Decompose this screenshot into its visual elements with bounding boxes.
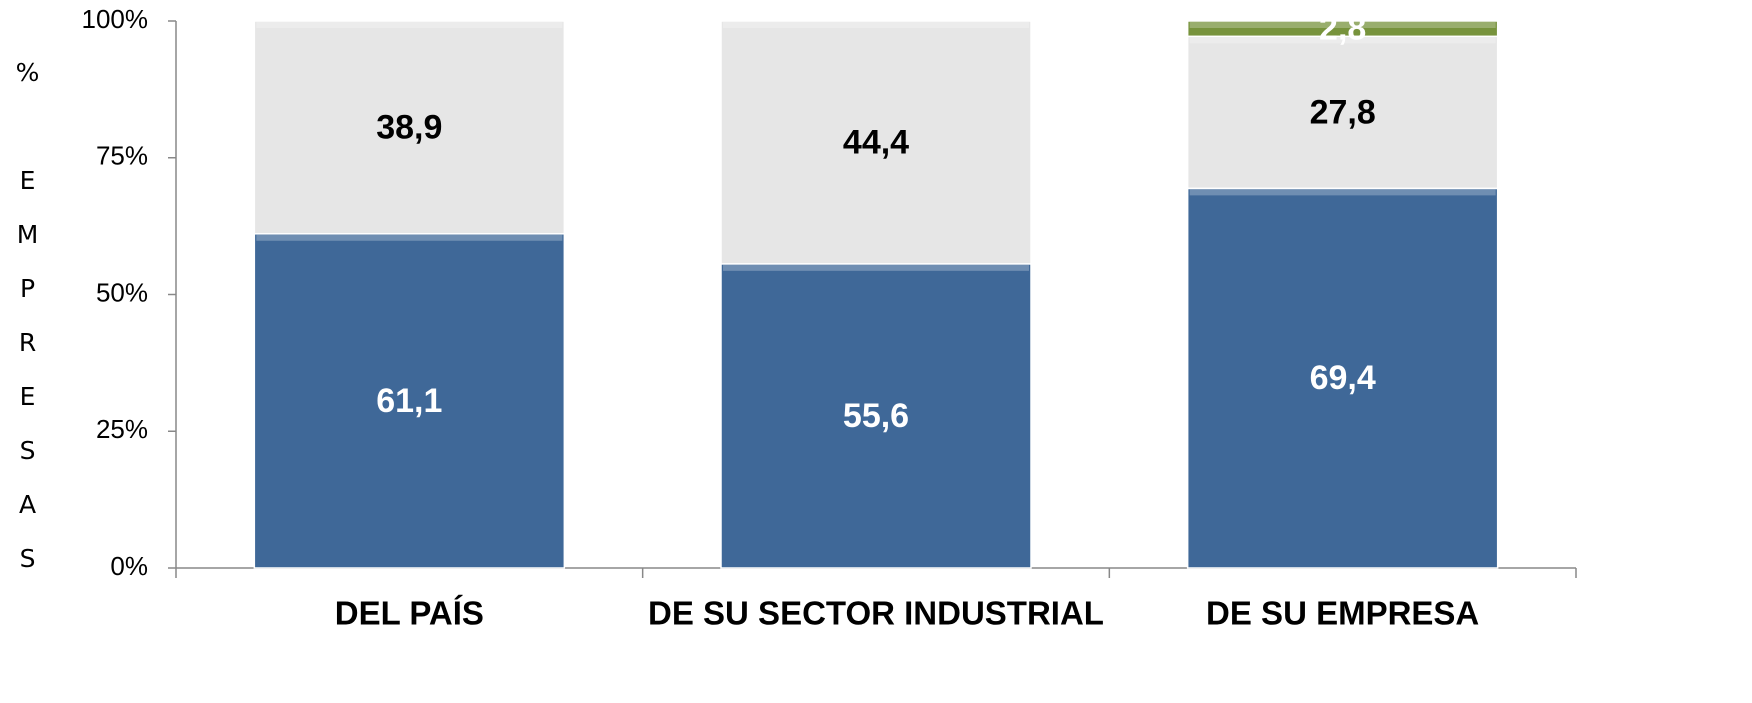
data-label: 2,8 bbox=[1319, 10, 1366, 48]
bar-segment bbox=[253, 233, 566, 569]
data-label: 38,9 bbox=[376, 108, 442, 146]
y-tick-label: 75% bbox=[96, 141, 148, 171]
data-label: 27,8 bbox=[1310, 93, 1376, 131]
x-tick-label: DE SU EMPRESA bbox=[1206, 595, 1479, 632]
bar-highlight bbox=[723, 22, 1029, 28]
bar-highlight bbox=[256, 22, 563, 28]
data-label: 69,4 bbox=[1310, 359, 1376, 397]
data-label: 61,1 bbox=[376, 382, 442, 420]
bar-segment bbox=[1186, 187, 1499, 569]
bar-highlight bbox=[1189, 37, 1496, 44]
y-tick-label: 25% bbox=[96, 414, 148, 444]
bar-segment bbox=[720, 263, 1032, 569]
bar-segment bbox=[720, 20, 1032, 265]
bar-segment bbox=[1186, 20, 1499, 38]
bar-highlight bbox=[1189, 22, 1496, 28]
y-tick-label: 100% bbox=[82, 4, 149, 34]
bar-segment bbox=[253, 20, 566, 235]
data-label: 55,6 bbox=[843, 397, 909, 435]
bar-highlight bbox=[256, 234, 563, 241]
bar-segment bbox=[1186, 35, 1499, 190]
data-label: 44,4 bbox=[843, 123, 909, 161]
y-tick-label: 0% bbox=[110, 551, 148, 581]
y-tick-label: 50% bbox=[96, 277, 148, 307]
x-tick-label: DEL PAÍS bbox=[335, 595, 484, 632]
y-axis-label: % EMPRESAS bbox=[13, 58, 42, 598]
x-tick-label: DE SU SECTOR INDUSTRIAL bbox=[648, 595, 1104, 632]
bar-highlight bbox=[1189, 189, 1496, 196]
bar-highlight bbox=[723, 264, 1029, 271]
